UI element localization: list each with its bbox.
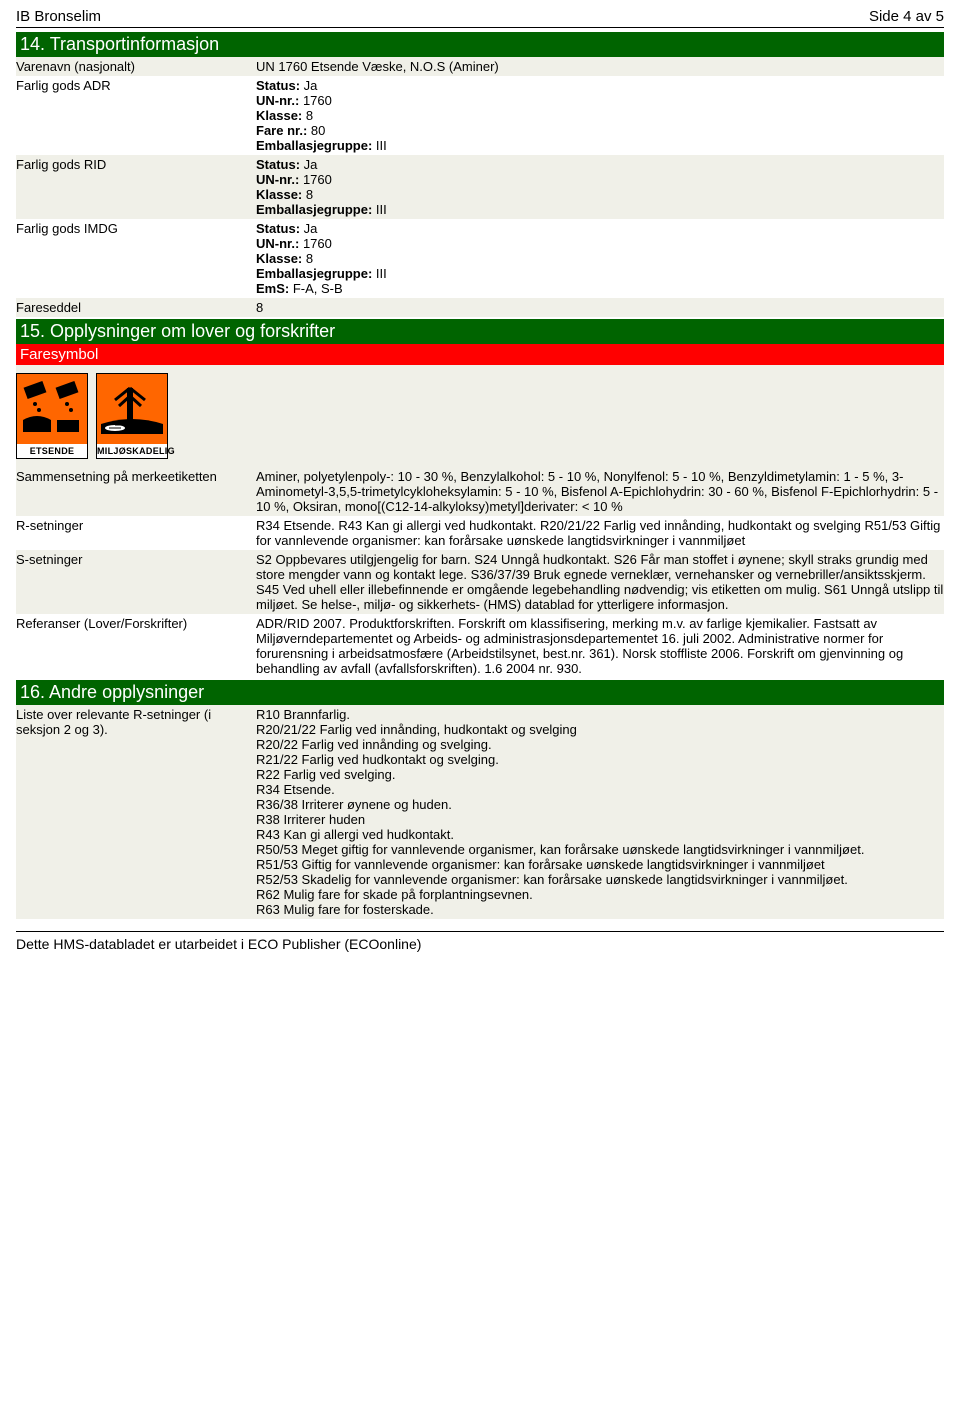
row-label: S-setninger: [16, 552, 256, 612]
section-14-heading: 14. Transportinformasjon: [16, 32, 944, 57]
faresymbol-heading: Faresymbol: [16, 344, 944, 365]
table-row: Farlig gods IMDGStatus: JaUN-nr.: 1760Kl…: [16, 219, 944, 298]
row-label: Farlig gods ADR: [16, 78, 256, 153]
section-16-heading: 16. Andre opplysninger: [16, 680, 944, 705]
row-value: Status: JaUN-nr.: 1760Klasse: 8Emballasj…: [256, 157, 944, 217]
page-header: IB Bronselim Side 4 av 5: [16, 8, 944, 28]
row-value: Status: JaUN-nr.: 1760Klasse: 8Emballasj…: [256, 221, 944, 296]
row-value: ADR/RID 2007. Produktforskriften. Forskr…: [256, 616, 944, 676]
table-row: Farlig gods ADRStatus: JaUN-nr.: 1760Kla…: [16, 76, 944, 155]
section-15-heading: 15. Opplysninger om lover og forskrifter: [16, 319, 944, 344]
row-value: Status: JaUN-nr.: 1760Klasse: 8Fare nr.:…: [256, 78, 944, 153]
hazard-env-icon: MILJØSKADELIG: [96, 373, 168, 459]
hazard-label: ETSENDE: [17, 444, 87, 458]
row-label: Liste over relevante R-setninger (i seks…: [16, 707, 256, 917]
table-row: Farlig gods RIDStatus: JaUN-nr.: 1760Kla…: [16, 155, 944, 219]
footer-text: Dette HMS-databladet er utarbeidet i ECO…: [16, 931, 944, 952]
page-number: Side 4 av 5: [869, 8, 944, 25]
hazard-icons: ETSENDE MILJØSKADELIG: [16, 365, 944, 467]
hazard-corrosive-icon: ETSENDE: [16, 373, 88, 459]
table-row: Referanser (Lover/Forskrifter)ADR/RID 20…: [16, 614, 944, 678]
hazard-label: MILJØSKADELIG: [97, 444, 167, 458]
table-row: Fareseddel8: [16, 298, 944, 317]
row-label: Farlig gods IMDG: [16, 221, 256, 296]
row-value: S2 Oppbevares utilgjengelig for barn. S2…: [256, 552, 944, 612]
row-value: 8: [256, 300, 944, 315]
row-value: Aminer, polyetylenpoly-: 10 - 30 %, Benz…: [256, 469, 944, 514]
table-row: S-setningerS2 Oppbevares utilgjengelig f…: [16, 550, 944, 614]
table-row: Liste over relevante R-setninger (i seks…: [16, 705, 944, 919]
row-label: R-setninger: [16, 518, 256, 548]
row-label: Farlig gods RID: [16, 157, 256, 217]
row-value: R10 Brannfarlig. R20/21/22 Farlig ved in…: [256, 707, 944, 917]
row-label: Sammensetning på merkeetiketten: [16, 469, 256, 514]
table-row: Varenavn (nasjonalt)UN 1760 Etsende Væsk…: [16, 57, 944, 76]
row-label: Referanser (Lover/Forskrifter): [16, 616, 256, 676]
table-row: R-setningerR34 Etsende. R43 Kan gi aller…: [16, 516, 944, 550]
row-label: Varenavn (nasjonalt): [16, 59, 256, 74]
document-title: IB Bronselim: [16, 8, 101, 25]
row-value: UN 1760 Etsende Væske, N.O.S (Aminer): [256, 59, 944, 74]
row-label: Fareseddel: [16, 300, 256, 315]
row-value: R34 Etsende. R43 Kan gi allergi ved hudk…: [256, 518, 944, 548]
table-row: Sammensetning på merkeetikettenAminer, p…: [16, 467, 944, 516]
